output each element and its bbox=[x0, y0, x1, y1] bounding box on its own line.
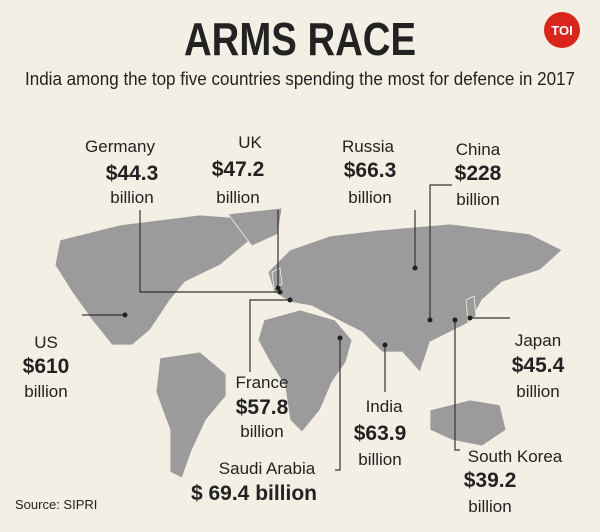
dot bbox=[287, 297, 293, 303]
dot bbox=[337, 335, 343, 341]
amount: $610 bbox=[23, 355, 70, 378]
uk-islands bbox=[271, 267, 283, 289]
amount: $39.2 bbox=[464, 469, 517, 492]
leader-germany bbox=[139, 210, 280, 293]
north-america bbox=[54, 214, 251, 346]
unit: billion bbox=[216, 188, 259, 207]
amount: $63.9 bbox=[354, 422, 407, 445]
amount: $228 bbox=[455, 162, 502, 185]
unit: billion bbox=[516, 382, 559, 401]
country-name: US bbox=[34, 333, 58, 352]
unit: billion bbox=[358, 450, 401, 469]
labels: Germany $44.3 billion UK $47.2 billion R… bbox=[23, 133, 565, 516]
country-name: France bbox=[236, 373, 289, 392]
country-name: Saudi Arabia bbox=[219, 459, 316, 478]
amount: $ 69.4 billion bbox=[191, 482, 317, 505]
africa bbox=[257, 309, 353, 433]
logo-text: TOI bbox=[551, 23, 572, 38]
unit: billion bbox=[468, 497, 511, 516]
dot bbox=[452, 317, 458, 323]
amount: $44.3 bbox=[106, 162, 159, 185]
dot bbox=[275, 285, 281, 291]
unit: billion bbox=[240, 422, 283, 441]
dot bbox=[427, 317, 433, 323]
logo-badge bbox=[544, 12, 580, 48]
australia bbox=[429, 399, 507, 447]
dot bbox=[382, 342, 388, 348]
dot bbox=[412, 265, 418, 271]
japan-islands bbox=[465, 295, 477, 323]
amount: $45.4 bbox=[512, 354, 565, 377]
unit: billion bbox=[24, 382, 67, 401]
south-america bbox=[155, 351, 227, 479]
leader-lines bbox=[82, 184, 510, 471]
country-name: Russia bbox=[342, 137, 395, 156]
source: Source: SIPRI bbox=[15, 497, 97, 512]
unit: billion bbox=[110, 188, 153, 207]
country-name: Germany bbox=[85, 137, 155, 156]
country-name: India bbox=[366, 397, 403, 416]
world-map bbox=[54, 207, 563, 479]
country-name: China bbox=[456, 140, 501, 159]
title: ARMS RACE bbox=[184, 13, 416, 65]
leader-korea bbox=[454, 320, 460, 451]
dot bbox=[122, 312, 128, 318]
leader-china bbox=[429, 184, 452, 320]
country-name: South Korea bbox=[468, 447, 563, 466]
unit: billion bbox=[348, 188, 391, 207]
country-name: UK bbox=[238, 133, 262, 152]
leader-france bbox=[249, 299, 290, 372]
country-name: Japan bbox=[515, 331, 561, 350]
subtitle: India among the top five countries spend… bbox=[25, 69, 575, 89]
leader-saudi bbox=[335, 338, 341, 471]
dot bbox=[467, 315, 473, 321]
amount: $66.3 bbox=[344, 159, 397, 182]
dot bbox=[277, 289, 283, 295]
unit: billion bbox=[456, 190, 499, 209]
amount: $57.8 bbox=[236, 396, 289, 419]
amount: $47.2 bbox=[212, 158, 265, 181]
